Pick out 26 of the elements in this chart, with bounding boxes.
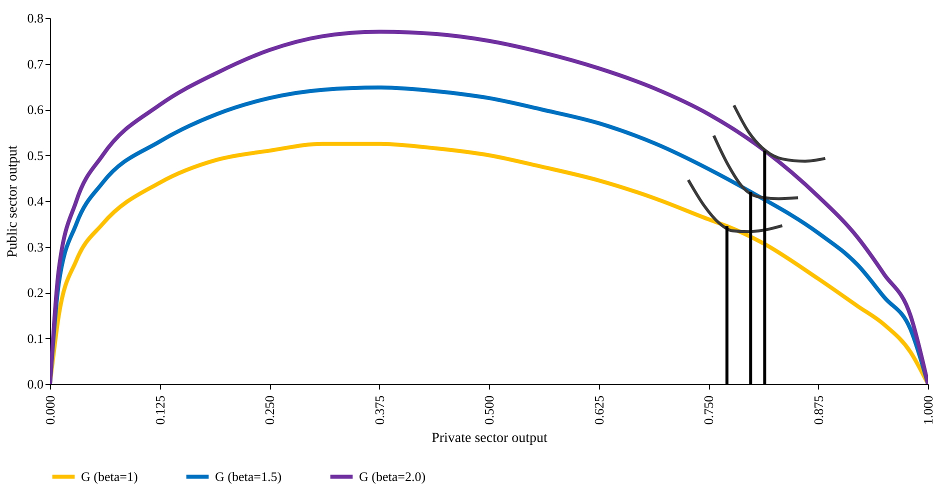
x-axis-title: Private sector output bbox=[432, 430, 548, 446]
legend-label: G (beta=1.5) bbox=[215, 468, 282, 484]
legend-label: G (beta=1) bbox=[81, 468, 138, 484]
y-tick-label: 0.3 bbox=[27, 239, 44, 254]
line-series bbox=[712, 134, 800, 200]
y-tick-label: 0.4 bbox=[27, 194, 44, 208]
x-tick-label: 0.125 bbox=[152, 396, 168, 425]
line-series bbox=[686, 178, 784, 234]
x-tick-label: 0.625 bbox=[591, 396, 606, 425]
y-tick-label: 0.2 bbox=[27, 285, 44, 300]
y-tick-label: 0.1 bbox=[27, 330, 44, 346]
y-tick-label: 0.7 bbox=[27, 56, 44, 72]
x-tick-label: 0.750 bbox=[701, 396, 716, 425]
y-tick-label: 0.5 bbox=[27, 148, 44, 163]
x-tick-label: 1.000 bbox=[920, 396, 936, 425]
legend-label: G (beta=2.0) bbox=[359, 468, 426, 484]
y-axis-title: Public sector output bbox=[5, 145, 20, 258]
line-series bbox=[732, 104, 827, 163]
x-tick-label: 0.250 bbox=[262, 396, 277, 425]
x-tick-label: 0.500 bbox=[482, 396, 496, 425]
x-tick-label: 0.375 bbox=[372, 396, 387, 425]
y-tick-label: 0.8 bbox=[27, 10, 44, 26]
x-tick-label: 0.000 bbox=[42, 396, 58, 425]
y-tick-label: 0.0 bbox=[27, 376, 44, 392]
y-tick-label: 0.6 bbox=[27, 102, 44, 117]
x-tick-label: 0.875 bbox=[810, 396, 826, 425]
